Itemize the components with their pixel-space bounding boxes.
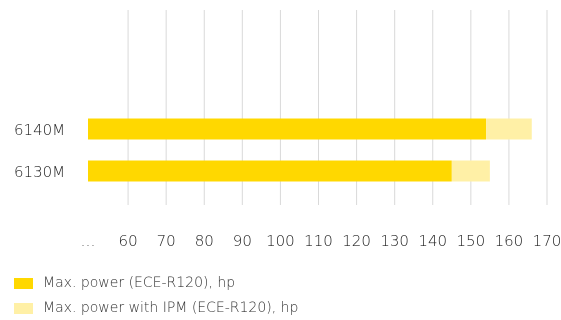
x-tick-label: 160 bbox=[495, 232, 524, 250]
x-tick-label: 70 bbox=[157, 232, 176, 250]
category-labels: 6140M 6130M bbox=[14, 121, 65, 181]
legend-label-max-power: Max. power (ECE-R120), hp bbox=[43, 275, 236, 291]
category-label: 6130M bbox=[14, 163, 65, 181]
legend-label-max-power-ipm: Max. power with IPM (ECE-R120), hp bbox=[43, 300, 299, 316]
bar-6140M-series-0 bbox=[88, 118, 487, 140]
legend-swatch-max-power bbox=[14, 277, 33, 289]
bars bbox=[88, 118, 532, 182]
bar-6140M-series-1 bbox=[486, 118, 532, 140]
x-tick-label: 170 bbox=[533, 232, 561, 250]
x-tick-label: 60 bbox=[119, 232, 138, 250]
bar-6130M-series-0 bbox=[88, 160, 452, 182]
x-tick-label: … bbox=[81, 232, 96, 250]
legend-item-max-power: Max. power (ECE-R120), hp bbox=[14, 275, 235, 291]
x-tick-label: 90 bbox=[233, 232, 252, 250]
legend-item-max-power-ipm: Max. power with IPM (ECE-R120), hp bbox=[14, 300, 298, 316]
legend-swatch-max-power-ipm bbox=[14, 302, 33, 314]
x-tick-label: 80 bbox=[195, 232, 214, 250]
x-tick-label: 130 bbox=[380, 232, 409, 250]
x-tick-label: 150 bbox=[457, 232, 486, 250]
x-tick-label: 110 bbox=[304, 232, 333, 250]
bar-6130M-series-1 bbox=[451, 160, 490, 182]
x-tick-label: 100 bbox=[266, 232, 295, 250]
x-tick-label: 140 bbox=[418, 232, 447, 250]
x-tick-label: 120 bbox=[342, 232, 371, 250]
category-label: 6140M bbox=[14, 121, 65, 139]
x-axis-tick-labels: … 60 70 80 90 100 110 120 130 140 150 160 170 bbox=[81, 232, 561, 250]
